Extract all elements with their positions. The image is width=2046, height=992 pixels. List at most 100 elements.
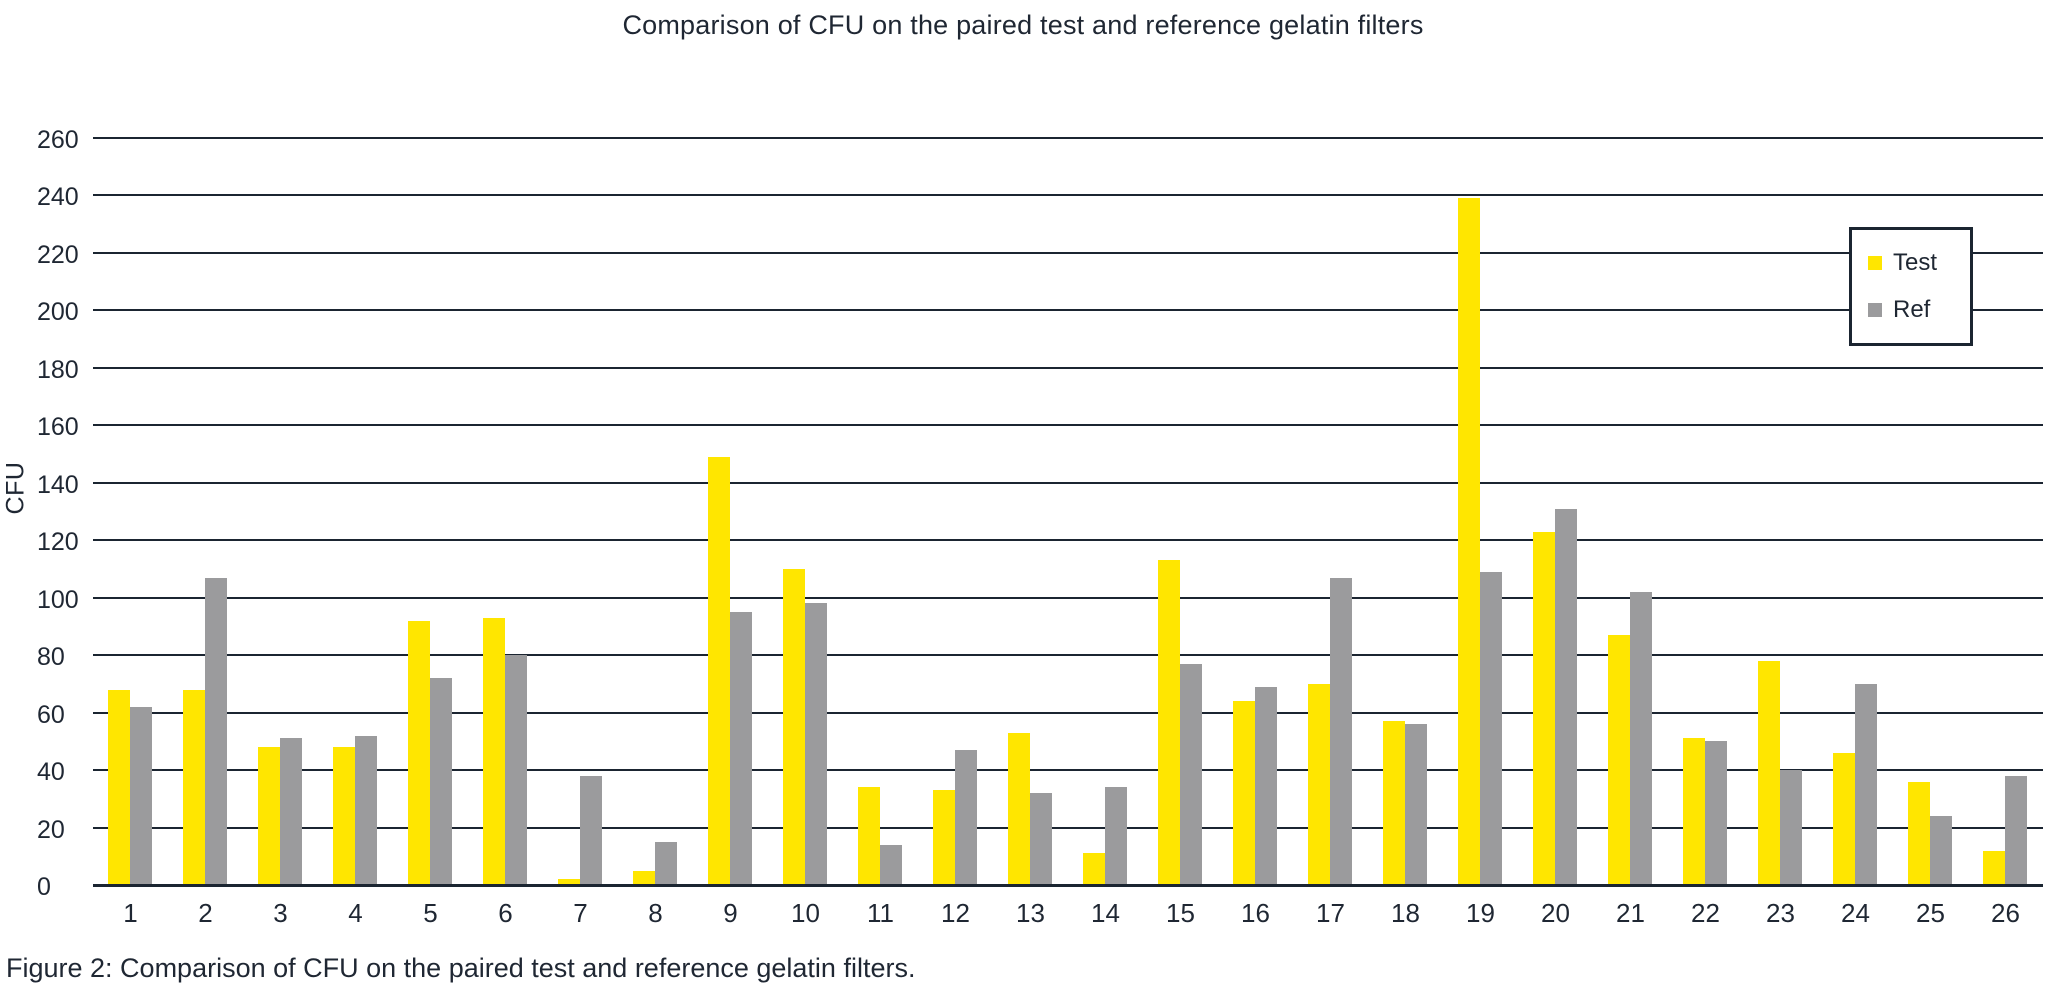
x-tick-22: 22 [1691, 898, 1720, 928]
x-tick-4: 4 [348, 898, 363, 928]
bar-ref-8 [655, 841, 677, 885]
figure-caption: Figure 2: Comparison of CFU on the paire… [6, 953, 916, 983]
x-tick-21: 21 [1616, 898, 1645, 928]
legend-item-ref: Ref [1868, 296, 1970, 324]
legend: Test Ref [1849, 227, 1973, 346]
y-tick-240: 240 [37, 183, 79, 212]
x-tick-9: 9 [723, 898, 738, 928]
x-tick-17: 17 [1316, 898, 1345, 928]
bar-test-8 [633, 870, 655, 885]
gridline-140 [93, 481, 2043, 484]
bar-test-22 [1683, 738, 1705, 885]
bar-test-16 [1233, 701, 1255, 885]
gridline-180 [93, 366, 2043, 369]
y-tick-180: 180 [37, 355, 79, 384]
bar-ref-12 [955, 749, 977, 885]
bar-ref-17 [1330, 577, 1352, 885]
bar-ref-26 [2005, 775, 2027, 885]
gridline-40 [93, 769, 2043, 772]
bar-ref-24 [1855, 683, 1877, 885]
bar-ref-18 [1405, 724, 1427, 885]
bar-ref-10 [805, 603, 827, 885]
bar-test-19 [1458, 198, 1480, 885]
y-tick-140: 140 [37, 470, 79, 499]
x-tick-19: 19 [1466, 898, 1495, 928]
x-tick-14: 14 [1091, 898, 1120, 928]
bar-ref-4 [355, 735, 377, 885]
x-tick-13: 13 [1016, 898, 1045, 928]
gridline-60 [93, 711, 2043, 714]
y-tick-0: 0 [37, 873, 51, 901]
y-tick-80: 80 [37, 643, 65, 672]
x-axis-line [93, 884, 2043, 887]
bar-ref-5 [430, 678, 452, 885]
bar-test-4 [333, 747, 355, 885]
bar-test-26 [1983, 850, 2005, 885]
bar-test-21 [1608, 635, 1630, 885]
bar-ref-22 [1705, 741, 1727, 885]
y-axis-title: CFU [1, 461, 30, 515]
bar-ref-9 [730, 612, 752, 885]
chart-title: Comparison of CFU on the paired test and… [622, 10, 1424, 40]
bar-test-3 [258, 747, 280, 885]
bar-ref-6 [505, 655, 527, 885]
bar-ref-15 [1180, 663, 1202, 885]
gridline-80 [93, 654, 2043, 657]
x-tick-3: 3 [273, 898, 288, 928]
x-tick-11: 11 [867, 898, 894, 928]
x-tick-2: 2 [198, 898, 213, 928]
bar-test-20 [1533, 531, 1555, 885]
bar-test-1 [108, 689, 130, 885]
x-tick-5: 5 [423, 898, 438, 928]
gridline-200 [93, 309, 2043, 312]
bar-test-25 [1908, 781, 1930, 885]
y-tick-200: 200 [37, 298, 79, 327]
x-tick-18: 18 [1391, 898, 1420, 928]
x-tick-1: 1 [123, 898, 138, 928]
y-tick-160: 160 [37, 413, 79, 442]
x-tick-8: 8 [648, 898, 663, 928]
bar-test-23 [1758, 660, 1780, 885]
bar-ref-14 [1105, 787, 1127, 885]
bar-test-14 [1083, 853, 1105, 885]
bar-test-7 [558, 879, 580, 885]
y-tick-260: 260 [37, 126, 79, 154]
x-tick-23: 23 [1766, 898, 1795, 928]
bar-ref-13 [1030, 793, 1052, 885]
bar-ref-21 [1630, 591, 1652, 885]
legend-label-test: Test [1893, 249, 1938, 276]
bar-ref-3 [280, 738, 302, 885]
gridline-100 [93, 596, 2043, 599]
bar-test-2 [183, 689, 205, 885]
y-tick-120: 120 [37, 528, 79, 557]
legend-label-ref: Ref [1893, 296, 1931, 323]
bar-ref-7 [580, 775, 602, 885]
gridline-120 [93, 539, 2043, 542]
gridline-20 [93, 826, 2043, 829]
gridline-160 [93, 424, 2043, 427]
bar-test-15 [1158, 560, 1180, 885]
y-tick-220: 220 [37, 240, 79, 269]
x-tick-24: 24 [1841, 898, 1870, 928]
bar-ref-1 [130, 706, 152, 885]
bar-test-9 [708, 456, 730, 885]
bar-test-24 [1833, 752, 1855, 885]
legend-swatch-ref-icon [1868, 303, 1882, 317]
y-tick-60: 60 [37, 700, 65, 729]
gridline-220 [93, 251, 2043, 254]
x-tick-10: 10 [791, 898, 820, 928]
y-tick-100: 100 [37, 585, 79, 614]
bar-test-11 [858, 787, 880, 885]
y-tick-20: 20 [37, 815, 65, 844]
bar-test-17 [1308, 683, 1330, 885]
bar-ref-20 [1555, 508, 1577, 885]
bar-test-18 [1383, 721, 1405, 885]
y-tick-40: 40 [37, 758, 65, 787]
x-tick-15: 15 [1166, 898, 1195, 928]
x-tick-7: 7 [573, 898, 588, 928]
bar-test-6 [483, 617, 505, 885]
legend-swatch-test-icon [1868, 256, 1882, 270]
legend-item-test: Test [1868, 249, 1970, 277]
bar-ref-16 [1255, 686, 1277, 885]
